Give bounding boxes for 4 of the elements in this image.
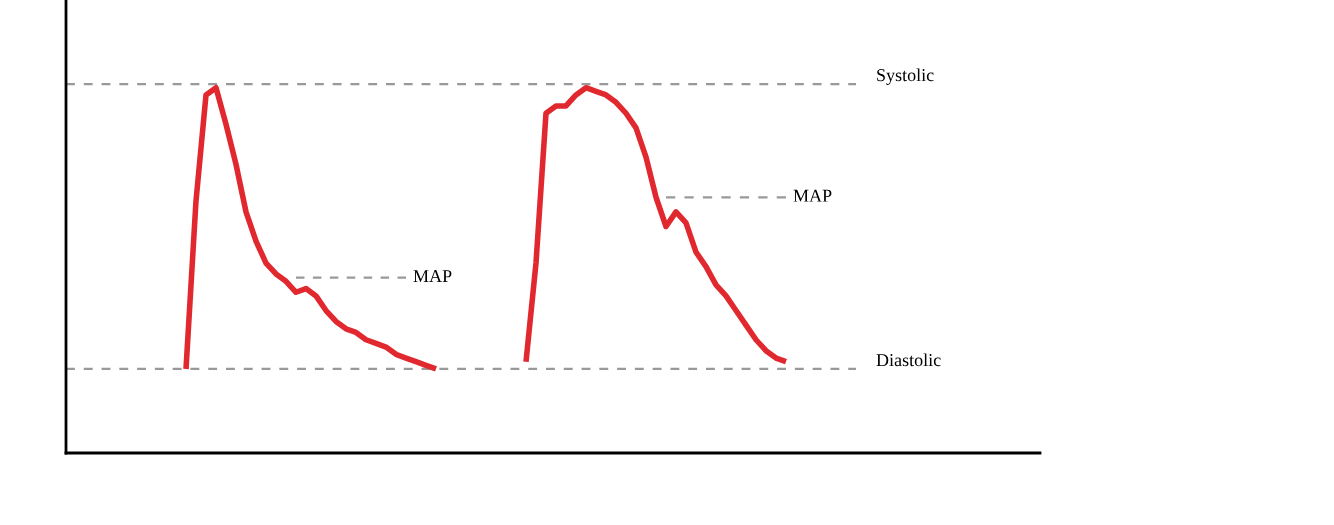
series-label: MAP [413, 270, 452, 282]
ref-line-label: Systolic [877, 68, 934, 85]
ref-line-label: Diastolic [876, 353, 941, 367]
series-label: MAP [793, 189, 832, 202]
